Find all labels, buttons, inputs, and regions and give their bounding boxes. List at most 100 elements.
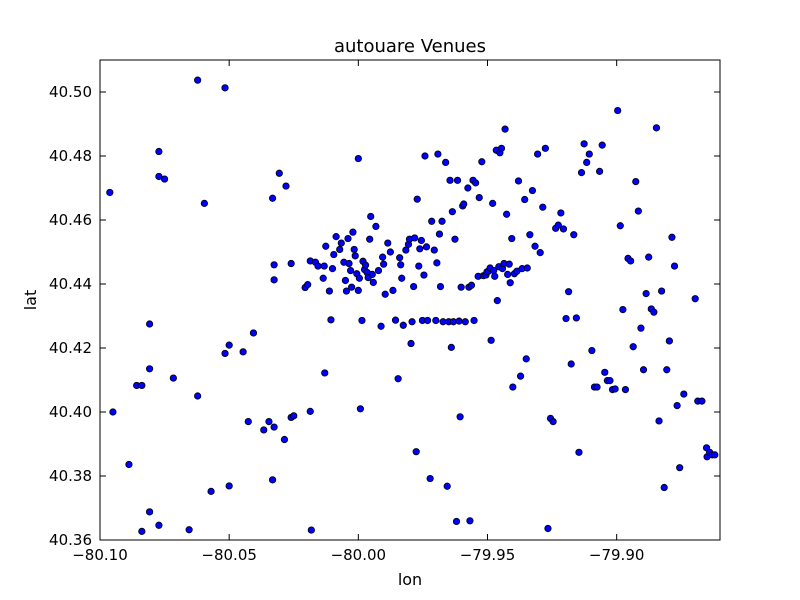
data-point <box>410 282 418 291</box>
data-point <box>146 365 154 373</box>
data-point <box>526 231 534 239</box>
data-point <box>451 235 459 243</box>
data-point <box>282 182 290 190</box>
data-point <box>327 316 335 324</box>
data-point <box>341 276 350 285</box>
data-point <box>614 106 622 115</box>
data-point <box>322 242 330 250</box>
data-point <box>342 287 351 295</box>
data-point <box>408 318 416 326</box>
data-point <box>354 286 362 294</box>
data-point <box>531 242 539 250</box>
data-point <box>673 401 681 410</box>
data-point <box>593 383 601 391</box>
data-point <box>268 476 277 484</box>
data-point <box>194 76 202 84</box>
data-point <box>632 178 640 186</box>
x-axis-label: lon <box>398 570 422 589</box>
data-point <box>642 289 650 298</box>
data-point <box>146 320 154 328</box>
data-point <box>275 169 283 177</box>
data-point <box>306 407 314 415</box>
data-point <box>155 521 163 529</box>
data-point <box>432 316 440 325</box>
data-point <box>501 125 509 133</box>
y-tick-label: 40.48 <box>49 147 92 165</box>
y-tick-label: 40.46 <box>49 211 92 229</box>
data-point <box>351 252 359 260</box>
data-point <box>346 266 355 275</box>
data-point <box>645 253 653 261</box>
data-point <box>369 278 377 286</box>
data-point <box>399 321 407 329</box>
data-point <box>398 274 406 282</box>
data-point <box>562 314 570 323</box>
data-point <box>446 176 454 184</box>
data-point <box>487 336 495 344</box>
data-point <box>380 260 388 268</box>
points-layer <box>106 76 719 535</box>
y-tick-label: 40.42 <box>49 339 92 357</box>
data-point <box>280 435 289 444</box>
data-point <box>381 290 389 298</box>
data-point <box>420 271 428 279</box>
data-point <box>466 517 474 525</box>
data-point <box>565 288 573 296</box>
data-point <box>611 385 619 393</box>
data-point <box>570 231 578 239</box>
data-point <box>160 175 169 183</box>
data-point <box>435 230 444 238</box>
data-point <box>503 210 511 218</box>
data-point <box>413 195 421 203</box>
data-point <box>575 448 583 456</box>
data-point <box>416 245 424 253</box>
data-point <box>606 377 614 385</box>
data-point <box>452 517 461 526</box>
data-point <box>577 169 586 177</box>
data-point <box>146 508 154 516</box>
data-point <box>239 348 247 356</box>
data-point <box>377 322 385 330</box>
data-point <box>629 343 637 351</box>
y-axis: 40.36 40.38 40.40 40.42 40.44 40.46 40.48 40.50 <box>49 83 720 549</box>
plot-frame <box>99 59 721 541</box>
data-point <box>207 487 215 495</box>
data-point <box>307 526 315 534</box>
y-axis-label: lat <box>21 290 40 311</box>
data-point <box>448 208 456 216</box>
data-point <box>265 417 273 426</box>
data-point <box>314 262 322 270</box>
data-point <box>637 324 645 332</box>
x-tick-label: −80.05 <box>201 546 257 564</box>
data-point <box>325 287 333 295</box>
data-point <box>554 221 562 229</box>
data-point <box>155 147 163 156</box>
data-point <box>270 261 278 269</box>
data-point <box>580 140 588 148</box>
data-point <box>169 374 177 382</box>
data-point <box>472 179 480 187</box>
data-point <box>260 426 268 434</box>
data-point <box>304 281 312 289</box>
data-point <box>453 176 462 184</box>
data-point <box>627 257 635 265</box>
data-point <box>200 199 208 207</box>
data-point <box>443 482 451 490</box>
data-point <box>665 337 673 345</box>
data-point <box>386 248 394 256</box>
data-point <box>225 482 233 490</box>
data-point <box>221 349 229 358</box>
data-point <box>521 195 529 204</box>
data-point <box>493 297 501 305</box>
data-point <box>417 236 425 245</box>
data-point <box>436 282 445 291</box>
data-point <box>516 372 525 380</box>
data-point <box>668 233 676 241</box>
data-point <box>358 316 366 325</box>
data-point <box>138 381 146 390</box>
data-point <box>407 339 415 348</box>
data-point <box>221 84 229 92</box>
data-point <box>367 212 375 221</box>
data-point <box>523 264 531 272</box>
